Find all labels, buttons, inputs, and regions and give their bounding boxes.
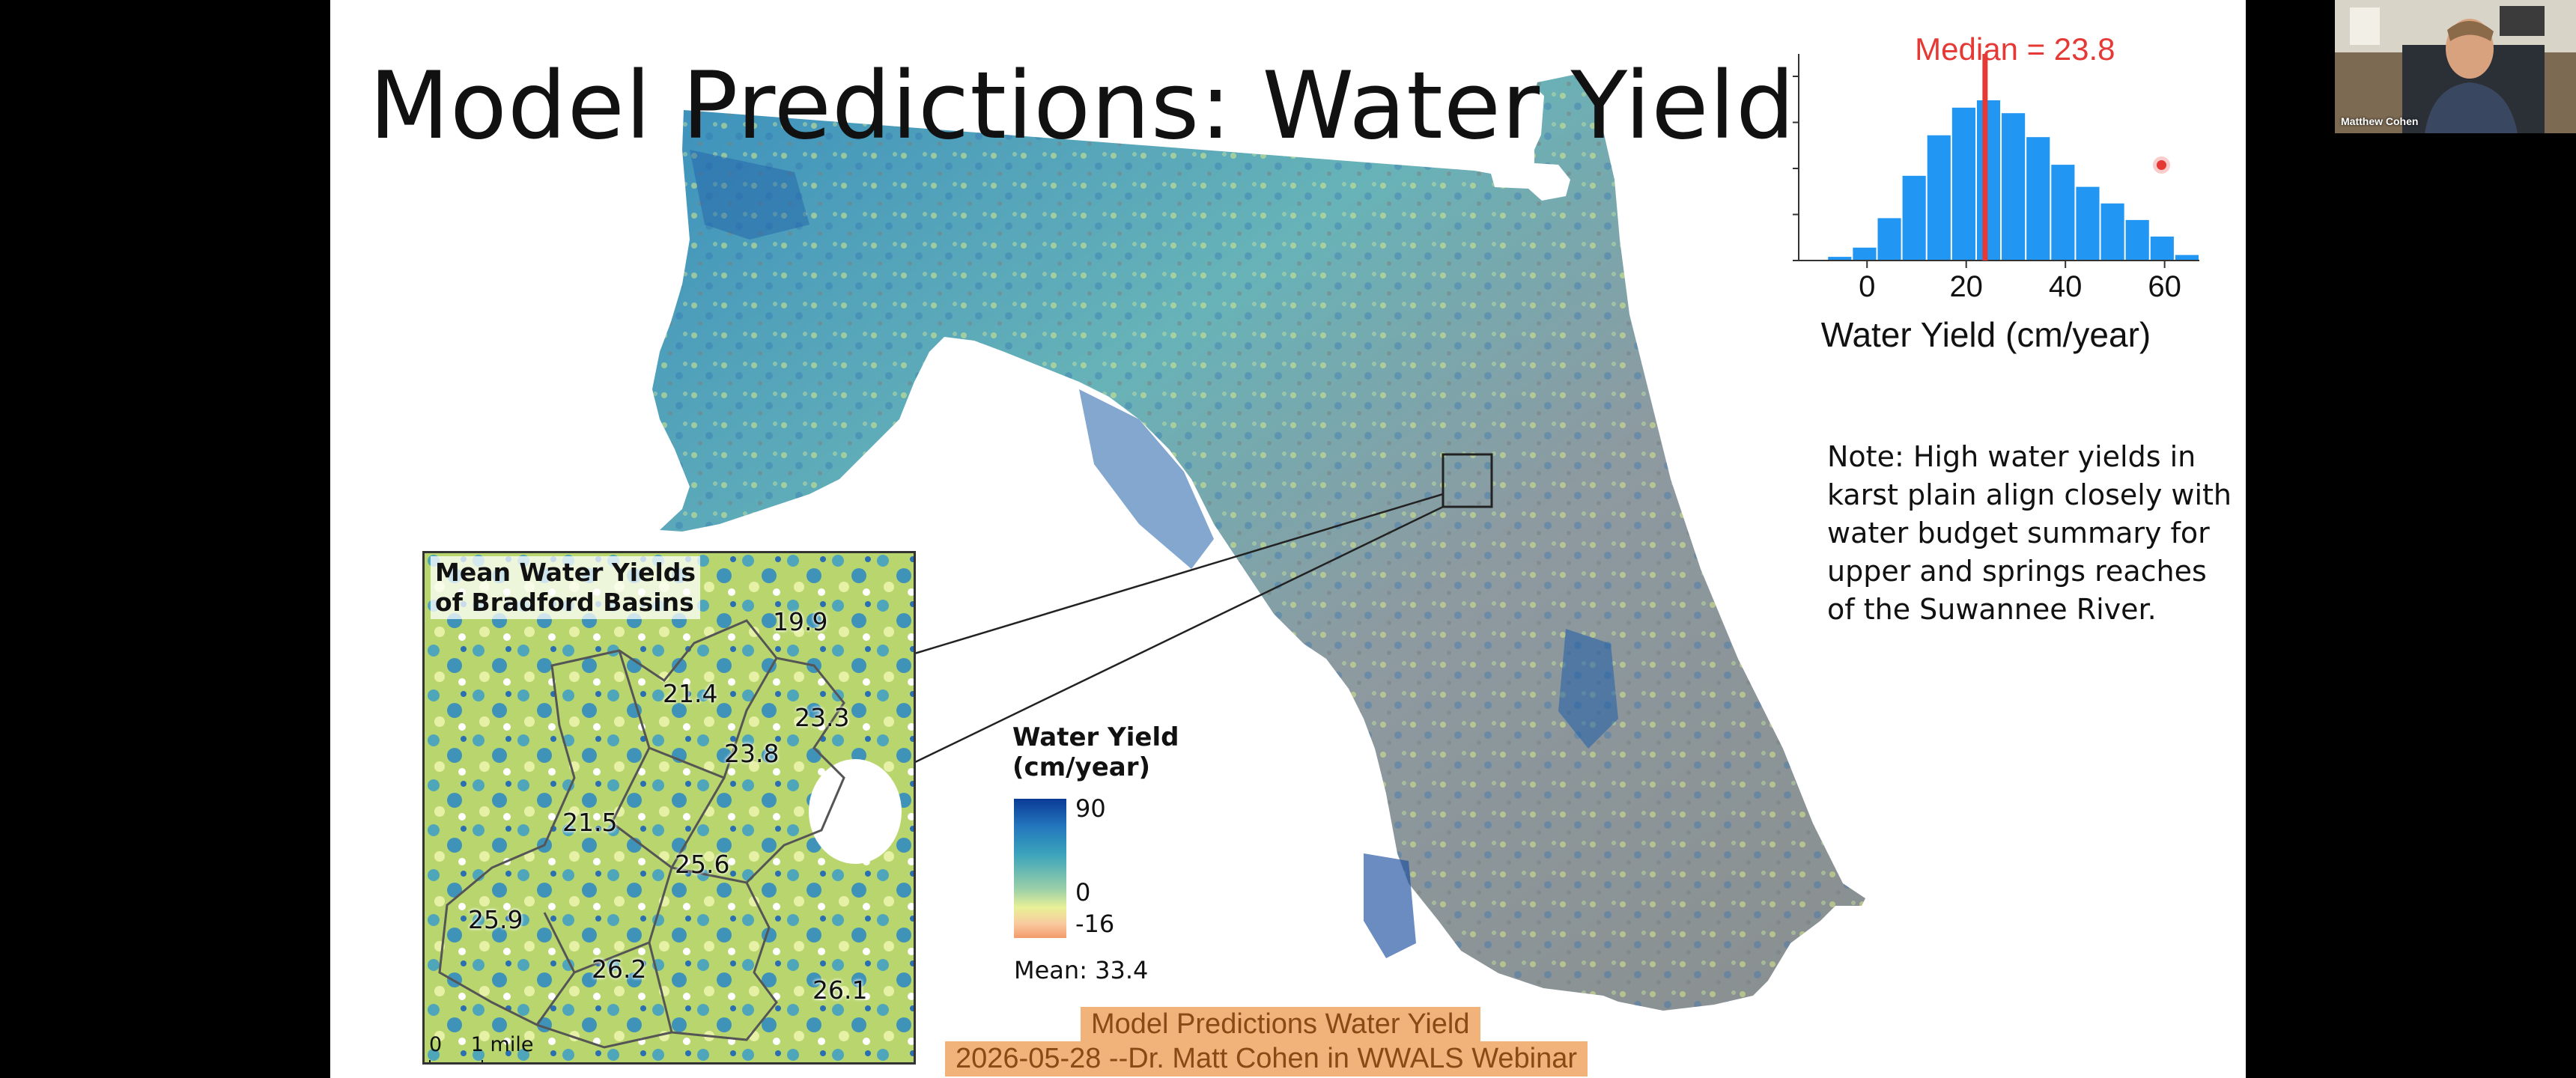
basin-value-label: 26.2: [592, 954, 647, 984]
inset-locator-box: [1442, 453, 1493, 508]
slide-title: Model Predictions: Water Yield: [369, 52, 1796, 160]
hist-bar: [1976, 100, 2001, 261]
hist-x-tick-label: 40: [2049, 270, 2083, 303]
hist-x-tick-label: 60: [2148, 270, 2181, 303]
legend-color-ramp: [1014, 799, 1066, 938]
scale-label: 1 mile: [470, 1033, 534, 1056]
basin-value-label: 21.4: [663, 679, 718, 708]
hist-bar: [2125, 219, 2149, 261]
basin-value-label: 21.5: [562, 808, 618, 837]
note-line: water budget summary for: [1827, 517, 2210, 549]
hist-x-tick-label: 20: [1949, 270, 1983, 303]
hist-bar: [2076, 186, 2100, 261]
water-yield-histogram: 0 20 40 60 Median = 23.8 Water Yield (cm/year…: [1790, 30, 2210, 359]
note-line: upper and springs reaches: [1827, 555, 2207, 588]
map-legend: Water Yield (cm/year) 90 0 -16 Mean: 33.…: [1012, 722, 1207, 992]
hist-bar: [1828, 257, 1852, 261]
hist-x-tick-label: 0: [1859, 270, 1875, 303]
participant-video-tile[interactable]: Matthew Cohen: [2335, 0, 2576, 133]
hist-title: Median = 23.8: [1915, 31, 2115, 67]
scale-bar: 0 1 mile: [429, 1033, 534, 1062]
hist-bar: [1853, 247, 1877, 261]
basin-value-label: 25.6: [675, 850, 730, 879]
basin-value-label: 26.1: [812, 975, 868, 1005]
hist-bar: [2051, 165, 2075, 261]
note-line: karst plain align closely with: [1827, 478, 2232, 511]
note-line: Note: High water yields in: [1827, 440, 2196, 473]
legend-zero: 0: [1075, 878, 1091, 907]
scale-zero: 0: [429, 1033, 443, 1056]
basin-value-label: 23.3: [795, 703, 850, 732]
hist-bar: [2002, 113, 2026, 261]
basin-boundaries: [438, 619, 845, 1049]
hist-bar: [1877, 218, 1901, 261]
florida-water-yield-map: [652, 75, 1865, 1011]
note-line: of the Suwannee River.: [1827, 593, 2157, 626]
presentation-slide: Model Predictions: Water Yield 0 20 40 60 Me…: [330, 0, 2246, 1078]
legend-title-line: Water Yield: [1012, 722, 1179, 752]
participant-video-feed: [2335, 0, 2576, 133]
caption-title: Model Predictions Water Yield: [1081, 1007, 1480, 1042]
slide-note: Note: High water yields in karst plain a…: [1827, 438, 2232, 629]
laser-pointer: [2157, 160, 2166, 170]
caption-date: 2026-05-28 --Dr. Matt Cohen in WWALS Web…: [945, 1041, 1588, 1077]
legend-title: Water Yield (cm/year): [1012, 722, 1207, 782]
hist-bar: [2100, 203, 2124, 261]
legend-title-line: (cm/year): [1012, 752, 1151, 782]
hist-bar: [2175, 255, 2199, 261]
inset-title-line: of Bradford Basins: [435, 588, 694, 617]
participant-name: Matthew Cohen: [2341, 115, 2419, 127]
inset-title: Mean Water Yields of Bradford Basins: [431, 556, 701, 619]
legend-max: 90: [1075, 794, 1106, 823]
basin-value-label: 25.9: [468, 905, 523, 934]
bradford-basins-inset-map: Mean Water Yields of Bradford Basins 19.…: [422, 551, 916, 1065]
inset-title-line: Mean Water Yields: [435, 558, 696, 587]
hist-bar: [1951, 107, 1975, 261]
hist-x-label: Water Yield (cm/year): [1821, 315, 2151, 354]
hist-bar: [1902, 175, 1926, 261]
basin-value-label: 23.8: [724, 739, 780, 768]
legend-mean: Mean: 33.4: [1014, 956, 1149, 984]
legend-min: -16: [1075, 910, 1115, 938]
hist-bar: [2026, 137, 2050, 261]
basin-value-label: 19.9: [773, 607, 828, 636]
hist-bar: [1927, 135, 1951, 261]
hist-bar: [2150, 237, 2174, 261]
